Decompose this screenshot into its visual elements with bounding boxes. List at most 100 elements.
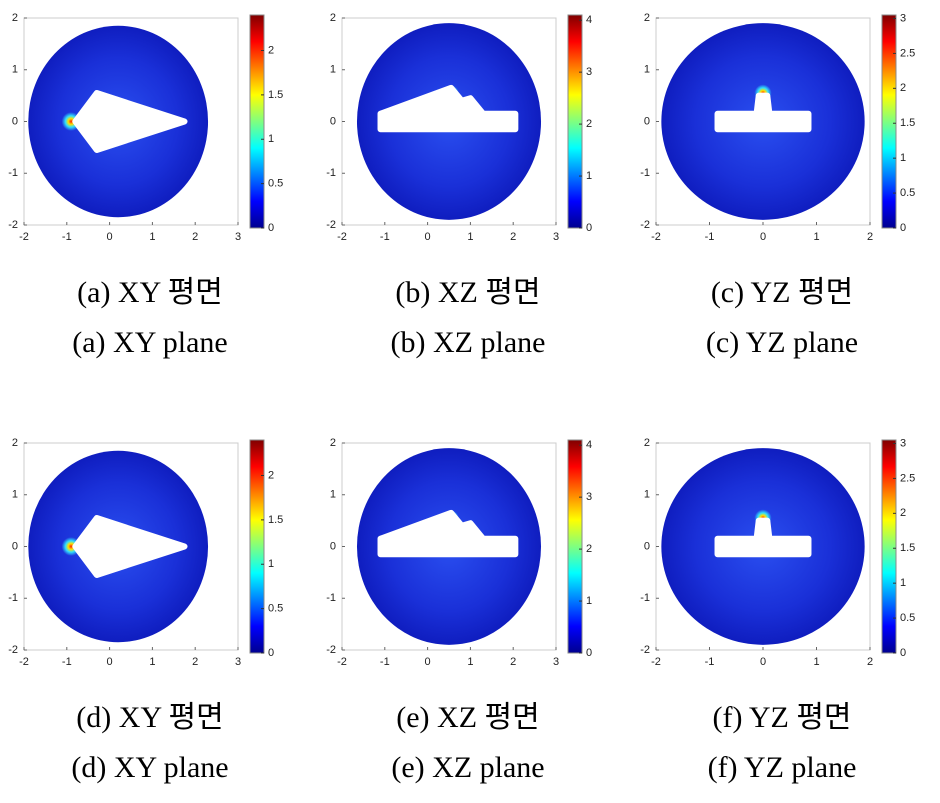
- x-tick-label: 2: [510, 656, 516, 668]
- y-tick-label: 1: [644, 489, 650, 501]
- colorbar-tick-label: 0.5: [268, 178, 283, 190]
- colorbar: [249, 14, 265, 229]
- colorbar-tick-label: 1: [900, 577, 906, 589]
- colorbar-tick-label: 3: [900, 437, 906, 449]
- colorbar-tick-label: 1: [268, 558, 274, 570]
- y-tick-label: 1: [12, 64, 18, 76]
- caption-english: (f) YZ plane: [708, 751, 857, 784]
- caption-korean: (f) YZ 평면: [712, 701, 851, 734]
- colorbar-tick-label: 2: [268, 469, 274, 481]
- caption-english: (b) XZ plane: [391, 326, 546, 359]
- caption-english: (d) XY plane: [71, 751, 228, 784]
- x-tick-label: 1: [813, 231, 819, 243]
- panel: -2 -1 0 1 2 3 2 1 0 -1 -2 0 0.5 1 1.5 2 (a) XY 평면 (a) XY …: [8, 12, 283, 359]
- colorbar-tick-label: 1: [586, 170, 592, 182]
- y-tick-label: 0: [12, 115, 18, 127]
- y-tick-label: 1: [12, 489, 18, 501]
- caption-english: (e) XZ plane: [391, 751, 544, 784]
- colorbar: [249, 439, 265, 654]
- panel: -2 -1 0 1 2 3 2 1 0 -1 -2 0 0.5 1 1.5 2 (d) XY 평면 (d) XY …: [8, 437, 283, 784]
- panel: -2 -1 0 1 2 3 2 1 0 -1 -2 0 1 2 3 4 (e) XZ 평면 (e) XZ plan…: [326, 437, 592, 784]
- x-tick-label: 3: [553, 231, 559, 243]
- x-tick-label: 0: [760, 656, 766, 668]
- x-tick-label: -1: [380, 231, 390, 243]
- colorbar-tick-label: 0: [268, 647, 274, 659]
- y-tick-label: 2: [12, 12, 18, 24]
- colorbar-tick-label: 2: [586, 118, 592, 130]
- x-tick-label: -2: [651, 231, 661, 243]
- y-tick-label: -1: [640, 592, 650, 604]
- x-tick-label: 0: [425, 231, 431, 243]
- y-tick-label: -1: [8, 592, 18, 604]
- colorbar-tick-label: 1.5: [900, 117, 915, 129]
- x-tick-label: -2: [19, 231, 29, 243]
- caption-korean: (b) XZ 평면: [395, 276, 540, 309]
- colorbar-tick-label: 2: [900, 82, 906, 94]
- caption-korean: (c) YZ 평면: [711, 276, 853, 309]
- colorbar-tick-label: 4: [586, 14, 592, 26]
- y-tick-label: -1: [326, 167, 336, 179]
- colorbar-tick-label: 1.5: [268, 89, 283, 101]
- colorbar-tick-label: 2: [268, 44, 274, 56]
- colorbar-tick-label: 0.5: [900, 612, 915, 624]
- x-tick-label: -1: [380, 656, 390, 668]
- colorbar-tick-label: 0: [586, 222, 592, 234]
- x-tick-label: 2: [867, 231, 873, 243]
- x-tick-label: 1: [467, 231, 473, 243]
- colorbar-tick-label: 0.5: [268, 603, 283, 615]
- x-tick-label: -1: [62, 231, 72, 243]
- x-tick-label: -1: [705, 656, 715, 668]
- x-tick-label: 1: [149, 656, 155, 668]
- x-tick-label: -1: [705, 231, 715, 243]
- colorbar-tick-label: 2: [900, 507, 906, 519]
- body-cutout: [714, 92, 812, 133]
- colorbar-tick-label: 3: [586, 66, 592, 78]
- y-tick-label: -1: [640, 167, 650, 179]
- colorbar: [567, 14, 583, 229]
- x-tick-label: 0: [425, 656, 431, 668]
- colorbar-tick-label: 1.5: [900, 542, 915, 554]
- y-tick-label: 2: [644, 12, 650, 24]
- colorbar-tick-label: 2: [586, 543, 592, 555]
- y-tick-label: 1: [330, 489, 336, 501]
- caption-korean: (d) XY 평면: [76, 701, 223, 734]
- colorbar-tick-label: 3: [900, 12, 906, 24]
- x-tick-label: 3: [235, 231, 241, 243]
- x-tick-label: -2: [337, 656, 347, 668]
- body-cutout: [72, 515, 188, 578]
- x-tick-label: 0: [107, 656, 113, 668]
- colorbar: [567, 439, 583, 654]
- x-tick-label: 2: [192, 656, 198, 668]
- x-tick-label: -2: [337, 231, 347, 243]
- y-tick-label: 0: [644, 540, 650, 552]
- y-tick-label: -2: [8, 644, 18, 656]
- x-tick-label: 2: [510, 231, 516, 243]
- x-tick-label: 0: [107, 231, 113, 243]
- x-tick-label: 1: [813, 656, 819, 668]
- y-tick-label: 0: [330, 540, 336, 552]
- colorbar-tick-label: 0: [900, 647, 906, 659]
- caption-korean: (e) XZ 평면: [396, 701, 540, 734]
- x-tick-label: 1: [149, 231, 155, 243]
- y-tick-label: 1: [644, 64, 650, 76]
- x-tick-label: 3: [553, 656, 559, 668]
- y-tick-label: -2: [326, 644, 336, 656]
- x-tick-label: 0: [760, 231, 766, 243]
- y-tick-label: -2: [640, 219, 650, 231]
- colorbar-tick-label: 1: [268, 133, 274, 145]
- colorbar-tick-label: 2.5: [900, 472, 915, 484]
- x-tick-label: 2: [867, 656, 873, 668]
- colorbar-tick-label: 1.5: [268, 514, 283, 526]
- panel: -2 -1 0 1 2 3 2 1 0 -1 -2 0 1 2 3 4 (b) XZ 평면 (b) XZ plan…: [326, 12, 592, 359]
- y-tick-label: 2: [644, 437, 650, 449]
- panel: -2 -1 0 1 2 2 1 0 -1 -2 0 0.5 1 1.5 2 2.5 3 (f) YZ 평면 (f) …: [640, 437, 915, 784]
- panel: -2 -1 0 1 2 2 1 0 -1 -2 0 0.5 1 1.5 2 2.5 3 (c) YZ 평면 (c) …: [640, 12, 915, 359]
- colorbar-tick-label: 1: [900, 152, 906, 164]
- colorbar-tick-label: 0: [900, 222, 906, 234]
- x-tick-label: 3: [235, 656, 241, 668]
- y-tick-label: 1: [330, 64, 336, 76]
- y-tick-label: -1: [326, 592, 336, 604]
- y-tick-label: 0: [12, 540, 18, 552]
- colorbar-tick-label: 2.5: [900, 47, 915, 59]
